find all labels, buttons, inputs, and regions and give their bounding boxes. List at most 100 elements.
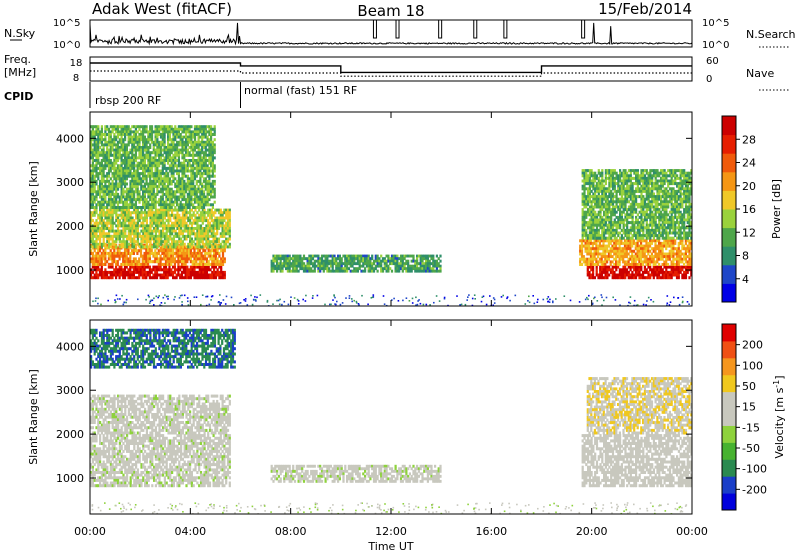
heatmap-cell (145, 166, 148, 170)
heatmap-cell (177, 179, 180, 183)
heatmap-cell (195, 174, 198, 178)
heatmap-cell (120, 208, 123, 212)
heatmap-cell (217, 208, 221, 212)
heatmap-cell (99, 221, 102, 225)
heatmap-cell (658, 276, 661, 280)
heatmap-cell (613, 252, 616, 256)
heatmap-cell (205, 273, 208, 277)
heatmap-cell (672, 252, 675, 256)
heatmap-cell (276, 254, 279, 258)
heatmap-cell (600, 257, 603, 261)
heatmap-cell (150, 192, 154, 196)
heatmap-cell (583, 179, 586, 183)
heatmap-cell (108, 245, 111, 249)
heatmap-cell (125, 161, 128, 165)
heatmap-cell (154, 224, 157, 228)
heatmap-cell (193, 177, 197, 181)
heatmap-cell (369, 264, 372, 268)
heatmap-cell (124, 143, 127, 147)
heatmap-cell (306, 262, 309, 266)
heatmap-cell (581, 210, 584, 214)
heatmap-cell (597, 249, 600, 253)
heatmap-cell (131, 179, 134, 183)
heatmap-cell (283, 259, 286, 263)
heatmap-cell (179, 200, 182, 204)
heatmap-cell (115, 229, 118, 233)
heatmap-cell (90, 249, 93, 253)
heatmap-cell (190, 198, 193, 202)
heatmap-cell (144, 227, 147, 230)
heatmap-cell (91, 138, 94, 142)
heatmap-cell (145, 234, 148, 238)
heatmap-cell (99, 208, 102, 212)
heatmap-cell (186, 161, 189, 165)
heatmap-cell (161, 182, 164, 186)
heatmap-cell (586, 257, 589, 261)
heatmap-cell (93, 159, 96, 162)
heatmap-cell (154, 242, 157, 246)
heatmap-cell (154, 227, 157, 230)
heatmap-cell (195, 153, 198, 157)
heatmap-cell (138, 216, 141, 220)
heatmap-cell (207, 260, 210, 264)
heatmap-cell (615, 241, 618, 245)
heatmap-cell (313, 267, 316, 271)
heatmap-cell (204, 133, 207, 136)
cpid-program-2: normal (fast) 151 RF (244, 84, 357, 97)
heatmap-cell (145, 146, 148, 149)
heatmap-cell (654, 247, 657, 251)
heatmap-cell (195, 166, 198, 170)
heatmap-cell (174, 190, 177, 194)
heatmap-cell (187, 245, 190, 249)
heatmap-cell (410, 269, 413, 273)
heatmap-cell (149, 203, 152, 207)
heatmap-cell (113, 161, 116, 165)
heatmap-cell (210, 127, 213, 131)
heatmap-cell (129, 159, 132, 162)
heatmap-cell (346, 254, 349, 258)
heatmap-cell (398, 267, 401, 271)
heatmap-cell (177, 174, 180, 178)
heatmap-cell (172, 273, 175, 277)
heatmap-cell (228, 234, 231, 238)
heatmap-cell (106, 200, 109, 204)
heatmap-cell (117, 221, 120, 225)
heatmap-cell (412, 257, 415, 261)
heatmap-cell (102, 200, 105, 204)
heatmap-cell (659, 244, 662, 248)
heatmap-cell (91, 187, 94, 191)
heatmap-cell (675, 270, 679, 274)
heatmap-cell (124, 151, 127, 155)
heatmap-cell (99, 192, 102, 196)
heatmap-cell (179, 138, 182, 142)
heatmap-cell (203, 242, 206, 246)
heatmap-cell (681, 247, 684, 251)
heatmap-cell (126, 237, 129, 241)
heatmap-cell (115, 211, 118, 215)
heatmap-cell (189, 260, 192, 264)
heatmap-cell (177, 262, 180, 266)
heatmap-cell (183, 179, 186, 183)
heatmap-cell (167, 227, 170, 230)
heatmap-cell (615, 247, 618, 251)
heatmap-cell (183, 216, 186, 220)
heatmap-cell (93, 146, 96, 149)
heatmap-cell (174, 206, 177, 209)
heatmap-cell (150, 133, 154, 136)
heatmap-cell (207, 245, 210, 249)
heatmap-cell (90, 234, 93, 238)
heatmap-cell (221, 227, 224, 230)
heatmap-cell (205, 234, 208, 238)
heatmap-cell (99, 151, 102, 155)
heatmap-cell (111, 148, 114, 152)
heatmap-cell (211, 265, 214, 269)
heatmap-cell (122, 169, 125, 173)
heatmap-cell (122, 273, 125, 277)
heatmap-cell (133, 135, 136, 139)
heatmap-cell (690, 241, 692, 245)
heatmap-cell (167, 159, 170, 162)
heatmap-cell (91, 240, 94, 244)
heatmap-cell (95, 140, 98, 144)
heatmap-cell (163, 257, 166, 261)
heatmap-cell (167, 206, 170, 209)
